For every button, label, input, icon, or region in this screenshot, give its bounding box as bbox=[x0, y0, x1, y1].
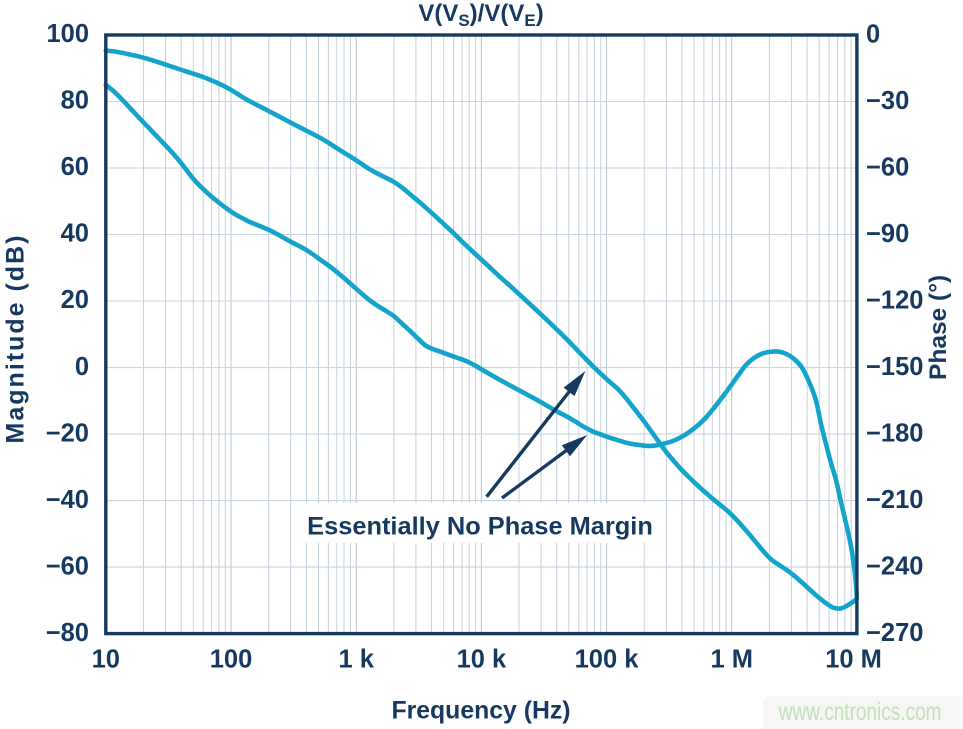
svg-text:100: 100 bbox=[210, 645, 253, 673]
svg-text:−80: −80 bbox=[46, 619, 89, 647]
svg-text:−30: −30 bbox=[866, 87, 909, 115]
svg-text:100: 100 bbox=[46, 20, 89, 48]
svg-text:−120: −120 bbox=[866, 286, 923, 314]
svg-text:10: 10 bbox=[92, 645, 120, 673]
svg-text:V(VS)/V(VE): V(VS)/V(VE) bbox=[418, 0, 543, 30]
svg-text:−60: −60 bbox=[866, 153, 909, 181]
svg-text:Phase (°): Phase (°) bbox=[925, 275, 952, 380]
svg-text:Essentially No Phase Margin: Essentially No Phase Margin bbox=[307, 513, 653, 541]
svg-text:60: 60 bbox=[61, 153, 89, 181]
svg-text:−210: −210 bbox=[866, 486, 923, 514]
svg-text:1 M: 1 M bbox=[710, 645, 753, 673]
svg-text:0: 0 bbox=[75, 353, 89, 381]
svg-text:−240: −240 bbox=[866, 552, 923, 580]
svg-text:Magnitude (dB): Magnitude (dB) bbox=[2, 234, 30, 444]
svg-text:www.cntronics.com: www.cntronics.com bbox=[778, 697, 942, 725]
svg-text:0: 0 bbox=[866, 20, 880, 48]
svg-text:10 M: 10 M bbox=[825, 645, 882, 673]
svg-text:−150: −150 bbox=[866, 353, 923, 381]
svg-text:100 k: 100 k bbox=[575, 645, 640, 673]
svg-text:−40: −40 bbox=[46, 486, 89, 514]
svg-text:80: 80 bbox=[61, 87, 89, 115]
svg-text:20: 20 bbox=[61, 286, 89, 314]
svg-text:10 k: 10 k bbox=[457, 645, 507, 673]
svg-text:Frequency (Hz): Frequency (Hz) bbox=[391, 698, 570, 725]
svg-text:−270: −270 bbox=[866, 619, 923, 647]
svg-text:40: 40 bbox=[61, 220, 89, 248]
svg-text:1 k: 1 k bbox=[338, 645, 374, 673]
svg-text:−180: −180 bbox=[866, 419, 923, 447]
svg-text:−20: −20 bbox=[46, 419, 89, 447]
svg-text:−60: −60 bbox=[46, 552, 89, 580]
svg-text:−90: −90 bbox=[866, 220, 909, 248]
